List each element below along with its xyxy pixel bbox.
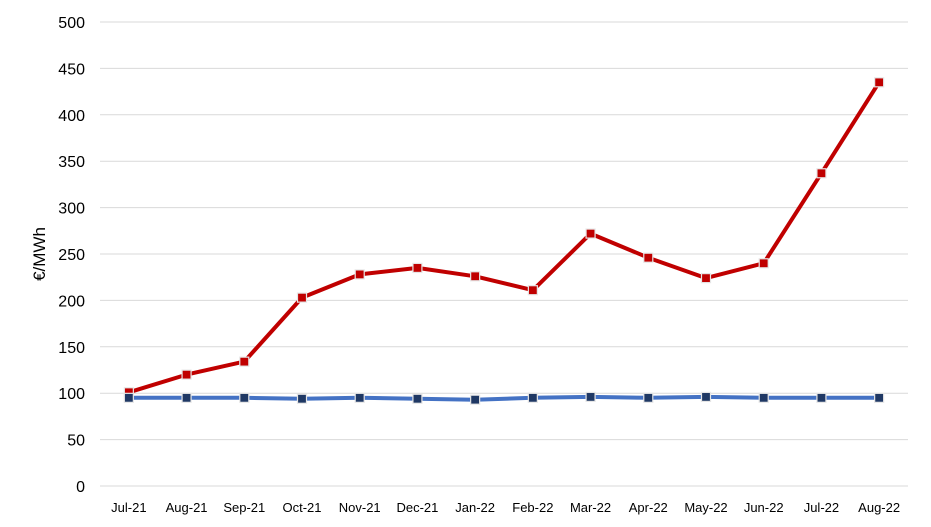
- data-point: [585, 228, 596, 239]
- data-point: [758, 258, 769, 269]
- data-point: [700, 391, 712, 403]
- x-tick-label: Aug-21: [166, 500, 208, 515]
- gridlines: [100, 21, 908, 441]
- y-tick-label: 100: [58, 386, 85, 403]
- x-tick-label: Jan-22: [455, 500, 495, 515]
- data-point: [412, 393, 423, 404]
- data-point: [874, 77, 885, 88]
- y-tick-label: 300: [58, 201, 85, 218]
- y-tick-label: 250: [58, 247, 85, 264]
- series-group: [123, 77, 885, 405]
- y-tick-label: 450: [58, 61, 85, 78]
- y-tick-label: 0: [76, 479, 85, 496]
- data-point: [181, 369, 192, 380]
- data-point: [874, 392, 885, 403]
- data-point: [585, 391, 596, 403]
- y-tick-label: 200: [58, 293, 85, 310]
- series-line: [126, 80, 882, 395]
- data-point: [412, 262, 423, 274]
- y-tick-label: 350: [58, 154, 85, 171]
- y-axis-title: €/MWh: [30, 227, 49, 281]
- series-1: [123, 77, 885, 398]
- series-line: [126, 394, 882, 402]
- data-point: [470, 271, 481, 282]
- y-tick-label: 50: [67, 433, 85, 450]
- x-tick-label: Nov-21: [339, 500, 381, 515]
- data-point: [296, 393, 308, 404]
- x-axis-ticks: Jul-21 Aug-21 Sep-21 Oct-21 Nov-21 Dec-21 Jan-…: [111, 500, 900, 515]
- data-point: [296, 292, 308, 303]
- data-point: [643, 252, 654, 263]
- data-point: [239, 356, 250, 367]
- data-point: [816, 168, 827, 179]
- data-point: [181, 392, 192, 403]
- data-point: [816, 392, 827, 403]
- y-tick-label: 150: [58, 340, 85, 357]
- data-point: [527, 392, 538, 403]
- x-tick-label: Jul-21: [111, 500, 146, 515]
- x-tick-label: Jun-22: [744, 500, 784, 515]
- data-point: [354, 392, 365, 403]
- data-point: [758, 392, 769, 403]
- x-tick-label: Aug-22: [858, 500, 900, 515]
- x-tick-label: Feb-22: [512, 500, 553, 515]
- data-point: [700, 273, 712, 284]
- x-tick-label: Mar-22: [570, 500, 611, 515]
- y-tick-label: 500: [58, 15, 85, 32]
- y-axis-ticks: 0 50 100 150 200 250 300 350 400 450 500: [58, 15, 85, 496]
- data-point: [643, 392, 654, 403]
- y-tick-label: 400: [58, 108, 85, 125]
- x-tick-label: Jul-22: [804, 500, 839, 515]
- data-point: [527, 285, 538, 296]
- x-tick-label: Dec-21: [396, 500, 438, 515]
- x-tick-label: Oct-21: [282, 500, 321, 515]
- x-tick-label: May-22: [684, 500, 727, 515]
- data-point: [239, 392, 250, 403]
- data-point: [354, 269, 365, 280]
- series-2: [123, 391, 885, 405]
- data-point: [123, 392, 134, 403]
- x-tick-label: Apr-22: [629, 500, 668, 515]
- x-tick-label: Sep-21: [223, 500, 265, 515]
- data-point: [470, 394, 481, 405]
